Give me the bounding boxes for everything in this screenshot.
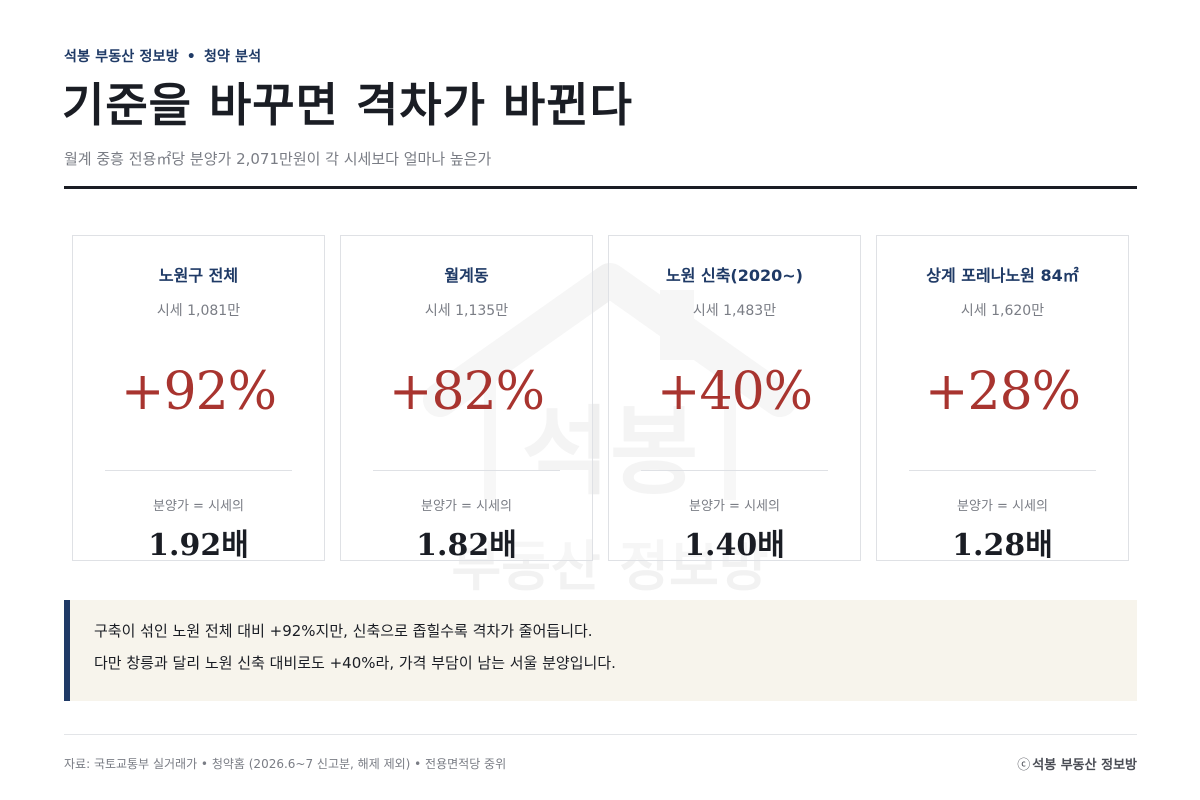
card-premium-percent: +82% bbox=[388, 362, 545, 422]
eyebrow-separator: • bbox=[186, 49, 196, 65]
card-sanggye-forena: 상계 포레나노원 84㎡ 시세 1,620만 +28% 분양가 = 시세의 1.… bbox=[876, 235, 1129, 563]
comparison-cards: 노원구 전체 시세 1,081만 +92% 분양가 = 시세의 1.92배 월계… bbox=[72, 235, 1129, 563]
card-market-price: 시세 1,081만 bbox=[156, 303, 241, 319]
summary-line-2: 다만 창릉과 달리 노원 신축 대비로도 +40%라, 가격 부담이 남는 서울… bbox=[94, 654, 616, 672]
card-ratio-caption: 분양가 = 시세의 bbox=[689, 499, 780, 514]
card-ratio-caption: 분양가 = 시세의 bbox=[957, 499, 1048, 514]
source-note: 자료: 국토교통부 실거래가 • 청약홈 (2026.6~7 신고분, 해제 제… bbox=[64, 757, 507, 771]
card-wolgye-dong: 월계동 시세 1,135만 +82% 분양가 = 시세의 1.82배 bbox=[340, 235, 593, 563]
title-divider bbox=[64, 186, 1137, 189]
card-title: 노원구 전체 bbox=[158, 266, 239, 285]
copyright-icon: ⓒ bbox=[1017, 758, 1031, 773]
summary-note: 구축이 섞인 노원 전체 대비 +92%지만, 신축으로 좁힐수록 격차가 줄어… bbox=[64, 600, 1137, 701]
footer-divider bbox=[64, 734, 1137, 735]
card-title: 노원 신축(2020~) bbox=[665, 266, 803, 285]
card-ratio: 1.92배 bbox=[148, 528, 249, 563]
card-divider bbox=[105, 470, 292, 471]
card-premium-percent: +92% bbox=[120, 362, 277, 422]
card-divider bbox=[909, 470, 1096, 471]
card-title: 상계 포레나노원 84㎡ bbox=[926, 266, 1079, 285]
eyebrow-section: 청약 분석 bbox=[203, 49, 262, 65]
card-market-price: 시세 1,483만 bbox=[692, 303, 777, 319]
page-subtitle: 월계 중흥 전용㎡당 분양가 2,071만원이 각 시세보다 얼마나 높은가 bbox=[64, 150, 492, 168]
card-premium-percent: +28% bbox=[924, 362, 1081, 422]
summary-line-1: 구축이 섞인 노원 전체 대비 +92%지만, 신축으로 좁힐수록 격차가 줄어… bbox=[94, 622, 593, 640]
card-title: 월계동 bbox=[444, 266, 489, 285]
card-premium-percent: +40% bbox=[656, 362, 813, 422]
card-ratio: 1.40배 bbox=[684, 528, 785, 563]
card-ratio-caption: 분양가 = 시세의 bbox=[421, 499, 512, 514]
card-ratio: 1.82배 bbox=[416, 528, 517, 563]
card-ratio-caption: 분양가 = 시세의 bbox=[153, 499, 244, 514]
card-nowon-new: 노원 신축(2020~) 시세 1,483만 +40% 분양가 = 시세의 1.… bbox=[608, 235, 861, 563]
footer-brand: ⓒ 석봉 부동산 정보방 bbox=[1017, 754, 1137, 773]
card-divider bbox=[641, 470, 828, 471]
footer-brand-name: 석봉 부동산 정보방 bbox=[1032, 758, 1137, 773]
card-divider bbox=[373, 470, 560, 471]
eyebrow: 석봉 부동산 정보방 • 청약 분석 bbox=[64, 46, 261, 66]
card-nowon-all: 노원구 전체 시세 1,081만 +92% 분양가 = 시세의 1.92배 bbox=[72, 235, 325, 563]
card-market-price: 시세 1,620만 bbox=[960, 303, 1045, 319]
card-market-price: 시세 1,135만 bbox=[424, 303, 509, 319]
page-title: 기준을 바꾸면 격차가 바뀐다 bbox=[62, 78, 633, 132]
card-ratio: 1.28배 bbox=[952, 528, 1053, 563]
eyebrow-brand: 석봉 부동산 정보방 bbox=[64, 49, 179, 65]
